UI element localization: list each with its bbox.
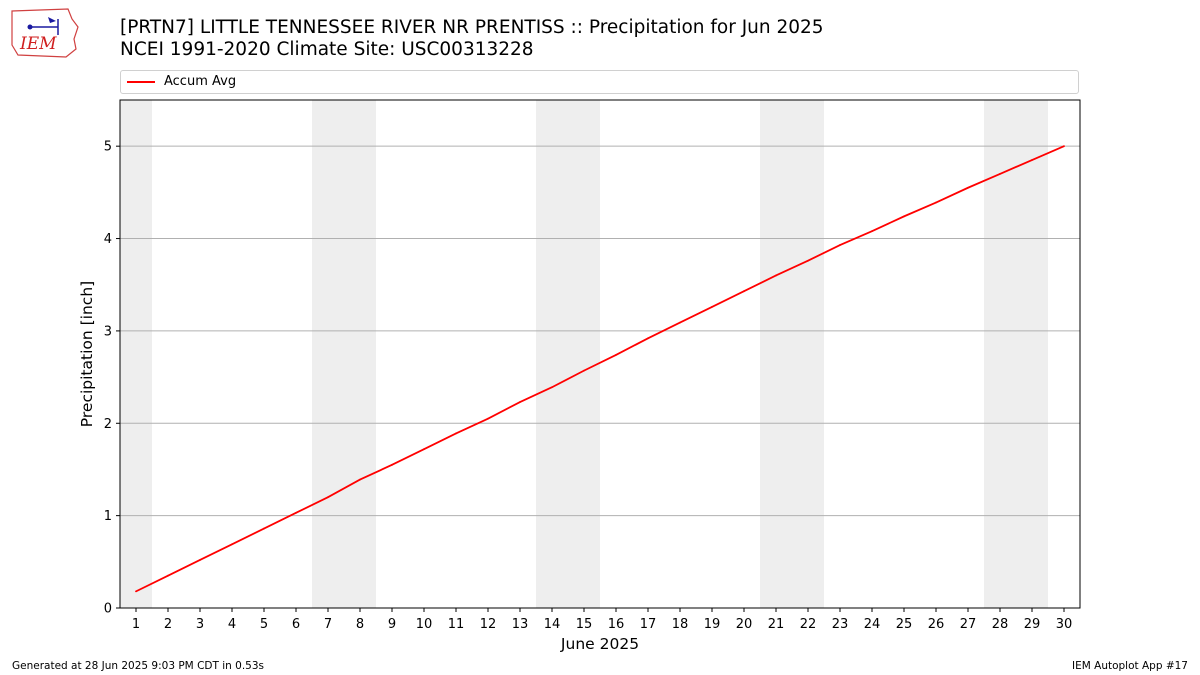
data-point <box>775 274 777 277</box>
data-point <box>583 369 585 372</box>
y-tick-label: 0 <box>104 602 112 617</box>
data-point <box>455 432 457 435</box>
x-tick-label: 1 <box>132 617 140 632</box>
x-tick-label: 8 <box>356 617 364 632</box>
x-tick-label: 23 <box>832 617 849 632</box>
x-tick-label: 2 <box>164 617 172 632</box>
data-point <box>935 201 937 204</box>
x-tick-label: 10 <box>416 617 433 632</box>
data-point <box>967 186 969 189</box>
data-point <box>679 321 681 324</box>
x-tick-label: 29 <box>1024 617 1041 632</box>
data-point <box>359 478 361 481</box>
x-tick-label: 18 <box>672 617 689 632</box>
data-point <box>199 559 201 561</box>
x-tick-label: 14 <box>544 617 561 632</box>
data-point <box>519 401 521 403</box>
legend-label: Accum Avg <box>164 74 237 89</box>
data-point <box>711 305 713 308</box>
x-tick-label: 12 <box>480 617 497 632</box>
data-point <box>167 574 169 577</box>
weekend-band <box>120 100 152 608</box>
data-point <box>423 448 425 451</box>
data-point <box>999 172 1001 175</box>
logo-text: IEM <box>19 34 57 54</box>
plot-frame <box>119 99 1081 609</box>
chart-title: [PRTN7] LITTLE TENNESSEE RIVER NR PRENTI… <box>120 17 824 38</box>
x-tick-label: 30 <box>1056 617 1073 632</box>
y-tick-label: 1 <box>104 509 112 524</box>
data-point <box>615 354 617 356</box>
y-tick-label: 5 <box>104 140 112 155</box>
data-point <box>903 215 905 218</box>
iem-logo: IEM <box>11 8 79 58</box>
x-tick-label: 4 <box>228 617 236 632</box>
x-tick-label: 17 <box>640 617 657 632</box>
data-point <box>647 337 649 340</box>
legend-swatch <box>127 81 155 83</box>
data-point <box>743 290 745 293</box>
y-tick-label: 4 <box>104 232 112 247</box>
generated-timestamp: Generated at 28 Jun 2025 9:03 PM CDT in … <box>12 660 265 672</box>
data-point <box>327 496 329 499</box>
app-label: IEM Autoplot App #17 <box>1072 660 1188 672</box>
data-point <box>807 259 809 262</box>
data-point <box>231 543 233 546</box>
x-tick-label: 20 <box>736 617 753 632</box>
x-tick-label: 24 <box>864 617 881 632</box>
x-tick-label: 27 <box>960 617 977 632</box>
data-point <box>391 463 393 466</box>
weekend-band <box>984 100 1048 608</box>
data-point <box>487 417 489 420</box>
x-tick-label: 13 <box>512 617 529 632</box>
x-tick-label: 15 <box>576 617 593 632</box>
data-point <box>295 511 297 514</box>
x-tick-label: 9 <box>388 617 396 632</box>
x-tick-label: 7 <box>324 617 332 632</box>
legend: Accum Avg <box>120 70 1079 94</box>
x-tick-label: 3 <box>196 617 204 632</box>
x-tick-label: 22 <box>800 617 817 632</box>
x-tick-label: 11 <box>448 617 465 632</box>
weekend-band <box>536 100 600 608</box>
x-tick-label: 26 <box>928 617 945 632</box>
x-tick-label: 16 <box>608 617 625 632</box>
x-tick-label: 5 <box>260 617 268 632</box>
data-point <box>263 527 265 530</box>
weekend-band <box>760 100 824 608</box>
x-tick-label: 25 <box>896 617 913 632</box>
series-line-accum-avg <box>135 145 1065 593</box>
x-tick-label: 21 <box>768 617 785 632</box>
x-tick-label: 28 <box>992 617 1009 632</box>
data-point <box>1063 145 1065 148</box>
weekend-band <box>312 100 376 608</box>
data-point <box>871 230 873 233</box>
x-axis-label: June 2025 <box>560 635 639 653</box>
data-point <box>839 244 841 246</box>
data-point <box>1031 159 1033 161</box>
x-tick-label: 6 <box>292 617 300 632</box>
y-tick-label: 3 <box>104 324 112 339</box>
y-tick-label: 2 <box>104 417 112 432</box>
y-axis-label: Precipitation [inch] <box>78 281 96 427</box>
data-point <box>135 590 137 593</box>
chart-subtitle: NCEI 1991-2020 Climate Site: USC00313228 <box>120 39 534 60</box>
x-tick-label: 19 <box>704 617 721 632</box>
data-point <box>551 386 553 389</box>
